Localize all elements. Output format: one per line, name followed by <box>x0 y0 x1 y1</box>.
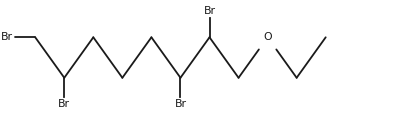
Text: O: O <box>263 32 272 42</box>
Text: Br: Br <box>0 32 12 42</box>
Text: Br: Br <box>174 99 186 109</box>
Text: Br: Br <box>203 6 215 16</box>
Text: Br: Br <box>58 99 70 109</box>
